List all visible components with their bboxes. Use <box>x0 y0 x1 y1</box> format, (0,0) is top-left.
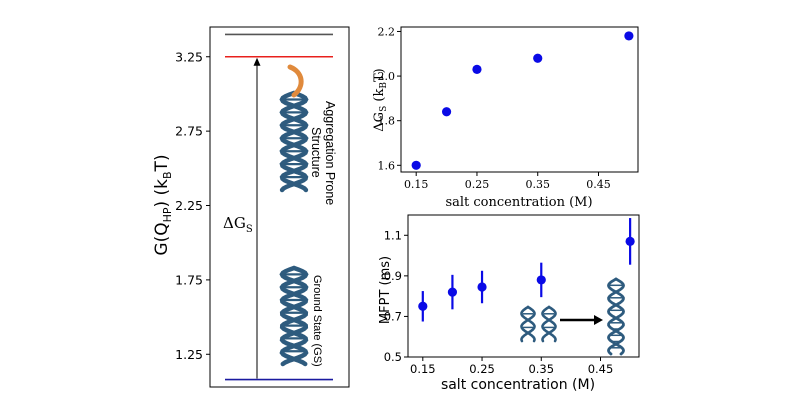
delta-g-point <box>624 31 634 41</box>
delta-g-label: ΔGS <box>223 214 253 235</box>
dna-top-strand <box>279 90 309 193</box>
delta-g-yticks: 1.6 1.8 2.0 2.2 <box>378 25 401 172</box>
delta-g-xticks: 0.15 0.25 0.35 0.45 <box>404 172 611 191</box>
energy-ytick-label: 1.25 <box>175 347 203 362</box>
mfpt-xlabel: salt concentration (M) <box>441 377 595 393</box>
inset-short-dna-strand <box>541 305 557 343</box>
energy-diagram-ylabel: G(QHP) (kBT) <box>152 154 174 255</box>
delta-g-ytick-label: 2.2 <box>378 25 396 38</box>
mfpt-point <box>477 282 487 292</box>
mfpt-yticks: 0.5 0.7 0.9 1.1 <box>384 228 408 364</box>
energy-ytick-label: 3.25 <box>175 49 203 64</box>
energy-levels <box>225 33 333 381</box>
energy-ytick-label: 1.75 <box>175 272 203 287</box>
mfpt-scatter-panel: 0.15 0.25 0.35 0.45 0.5 0.7 0.9 1.1 salt conce… <box>378 214 640 393</box>
mfpt-point <box>625 236 635 246</box>
mfpt-xtick-label: 0.45 <box>588 362 614 376</box>
delta-g-ytick-label: 1.6 <box>378 159 396 172</box>
delta-g-points <box>411 31 634 170</box>
mfpt-points <box>418 218 635 322</box>
mfpt-ytick-label: 0.9 <box>384 269 402 283</box>
delta-g-point <box>411 160 421 170</box>
mfpt-plot-frame <box>407 214 640 358</box>
energy-diagram-frame <box>209 26 350 388</box>
dna-bottom-strand <box>279 265 309 367</box>
delta-g-xtick-label: 0.45 <box>586 178 611 191</box>
delta-g-ylabel: ΔGS (kBT) <box>372 68 389 131</box>
delta-g-point <box>441 107 452 117</box>
aggregation-label-line2: Structure <box>309 127 323 178</box>
delta-g-point <box>533 53 543 63</box>
energy-ytick-label: 2.25 <box>175 198 203 213</box>
dna-top-strand <box>279 90 309 193</box>
mfpt-xtick-label: 0.15 <box>410 362 436 376</box>
delta-g-xtick-label: 0.15 <box>404 178 429 191</box>
dna-bottom-strand <box>279 265 309 367</box>
delta-g-scatter-panel: 0.15 0.25 0.35 0.45 1.6 1.8 2.0 2.2 salt conce… <box>372 25 639 210</box>
aggregation-prone-dna-icon <box>279 90 309 193</box>
delta-g-point <box>472 64 482 74</box>
mfpt-xtick-label: 0.35 <box>528 362 554 376</box>
mfpt-ylabel: MFPT (ms) <box>378 256 393 324</box>
mfpt-ytick-label: 0.5 <box>384 350 402 364</box>
delta-g-ytick-label: 1.8 <box>378 115 396 128</box>
energy-diagram-panel: 3.25 2.75 2.25 1.75 1.25 ΔGS Aggregation Pro… <box>152 26 350 388</box>
energy-ytick-label: 2.75 <box>175 124 203 139</box>
inset-arrowhead <box>594 315 603 325</box>
inset-short-dna-strand <box>541 305 557 343</box>
mfpt-point <box>447 287 458 297</box>
mfpt-inset-icons <box>520 277 625 356</box>
delta-g-xtick-label: 0.35 <box>525 178 550 191</box>
mfpt-xtick-label: 0.25 <box>469 362 495 376</box>
mfpt-xticks: 0.15 0.25 0.35 0.45 <box>410 357 613 376</box>
mfpt-ytick-label: 1.1 <box>384 228 402 242</box>
aggregation-label-line1: Aggregation Prone <box>323 101 337 205</box>
mfpt-ytick-label: 0.7 <box>384 309 402 323</box>
ground-state-dna-icon <box>279 265 309 367</box>
delta-g-arrowhead <box>253 57 261 66</box>
inset-short-dna-strand <box>520 305 536 343</box>
delta-g-xtick-label: 0.25 <box>465 178 490 191</box>
inset-short-dna-strand <box>520 305 536 343</box>
aggregation-tail-icon <box>287 64 304 98</box>
delta-g-xlabel: salt concentration (M) <box>445 195 592 210</box>
delta-g-plot-frame <box>400 26 639 173</box>
energy-diagram-yticks: 3.25 2.75 2.25 1.75 1.25 <box>175 49 210 362</box>
mfpt-point <box>536 275 546 285</box>
ground-state-label: Ground State (GS) <box>311 275 323 367</box>
inset-long-dna-strand <box>607 277 625 356</box>
delta-g-ytick-label: 2.0 <box>378 70 396 83</box>
mfpt-point <box>418 301 428 311</box>
